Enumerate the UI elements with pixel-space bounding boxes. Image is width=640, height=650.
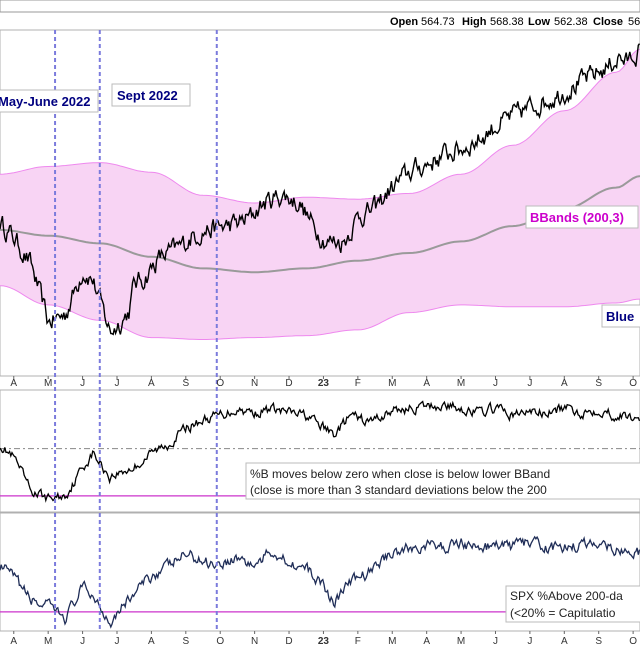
annotation-blue-text: Blue [606, 309, 634, 324]
annotation-blue: Blue [601, 304, 640, 328]
x-tick-label: J [114, 378, 119, 389]
event-layer [54, 30, 218, 631]
annotation-may-june-text: May-June 2022 [0, 94, 91, 109]
x-tick-label: J [493, 636, 498, 647]
x-tick-label: A [561, 378, 568, 389]
annotation-sept-text: Sept 2022 [117, 88, 178, 103]
x-tick-label: J [527, 378, 532, 389]
x-tick-label: A [423, 378, 430, 389]
x-tick-label: O [629, 636, 637, 647]
annotation-pctb: %B moves below zero when close is below … [245, 462, 640, 500]
upper-bband-line [0, 48, 640, 204]
x-tick-label: D [285, 636, 292, 647]
annotation-breadth: SPX %Above 200-da (<20% = Capitulatio [505, 585, 640, 623]
x-tick-label: M [388, 378, 396, 389]
low-value: 562.38 [554, 16, 588, 28]
annotation-breadth-line1: SPX %Above 200-da [510, 589, 623, 603]
x-tick-label: N [251, 378, 258, 389]
x-tick-label: J [493, 378, 498, 389]
x-tick-label: S [595, 636, 602, 647]
x-tick-label: O [216, 636, 224, 647]
x-tick-label: 23 [318, 636, 330, 647]
x-tick-label: J [80, 378, 85, 389]
x-tick-label: A [10, 378, 17, 389]
x-tick-label: M [44, 636, 52, 647]
high-value: 568.38 [490, 16, 524, 28]
x-tick-label: J [80, 636, 85, 647]
low-label: Low [528, 16, 550, 28]
x-tick-label: M [457, 378, 465, 389]
header-strip [0, 0, 640, 13]
x-tick-label: O [216, 378, 224, 389]
annotation-pctb-line2: (close is more than 3 standard deviation… [250, 483, 547, 497]
annotation-bbands: BBands (200,3) [525, 205, 639, 229]
open-value: 564.73 [421, 16, 455, 28]
x-tick-label: 23 [318, 378, 330, 389]
x-tick-label: J [527, 636, 532, 647]
x-tick-label: J [114, 636, 119, 647]
x-tick-label: F [355, 378, 361, 389]
close-label: Close [593, 16, 623, 28]
close-price-line [0, 43, 640, 336]
high-label: High [462, 16, 487, 28]
x-tick-label: M [388, 636, 396, 647]
x-tick-label: O [629, 378, 637, 389]
x-tick-label: S [182, 378, 189, 389]
x-tick-label: S [182, 636, 189, 647]
x-tick-label: D [285, 378, 292, 389]
close-value: 56 [628, 16, 640, 28]
lower-bband-line [0, 285, 640, 340]
x-tick-label: A [148, 378, 155, 389]
x-tick-label: M [457, 636, 465, 647]
x-tick-label: M [44, 378, 52, 389]
x-tick-label: A [561, 636, 568, 647]
axis-layer: A M J J A S O N D 23 F M A M J J A S O A M J J A S O N D 23 F M A M J J A S O [10, 376, 637, 647]
annotation-breadth-line2: (<20% = Capitulatio [510, 606, 616, 620]
x-tick-label: A [148, 636, 155, 647]
breadth-line [0, 535, 640, 629]
x-tick-label: F [355, 636, 361, 647]
pctb-line [0, 400, 640, 503]
x-tick-label: A [10, 636, 17, 647]
annotation-pctb-line1: %B moves below zero when close is below … [250, 467, 550, 481]
ohlc-header: Open 564.73 High 568.38 Low 562.38 Close… [390, 16, 640, 28]
band-layer [0, 48, 640, 340]
annotation-may-june: May-June 2022 [0, 89, 99, 113]
x-tick-label: N [251, 636, 258, 647]
x-tick-label: A [423, 636, 430, 647]
bollinger-band-fill [0, 49, 640, 340]
open-label: Open [390, 16, 418, 28]
x-tick-label: S [595, 378, 602, 389]
annotation-bbands-text: BBands (200,3) [530, 210, 624, 225]
annotation-sept: Sept 2022 [111, 83, 191, 107]
